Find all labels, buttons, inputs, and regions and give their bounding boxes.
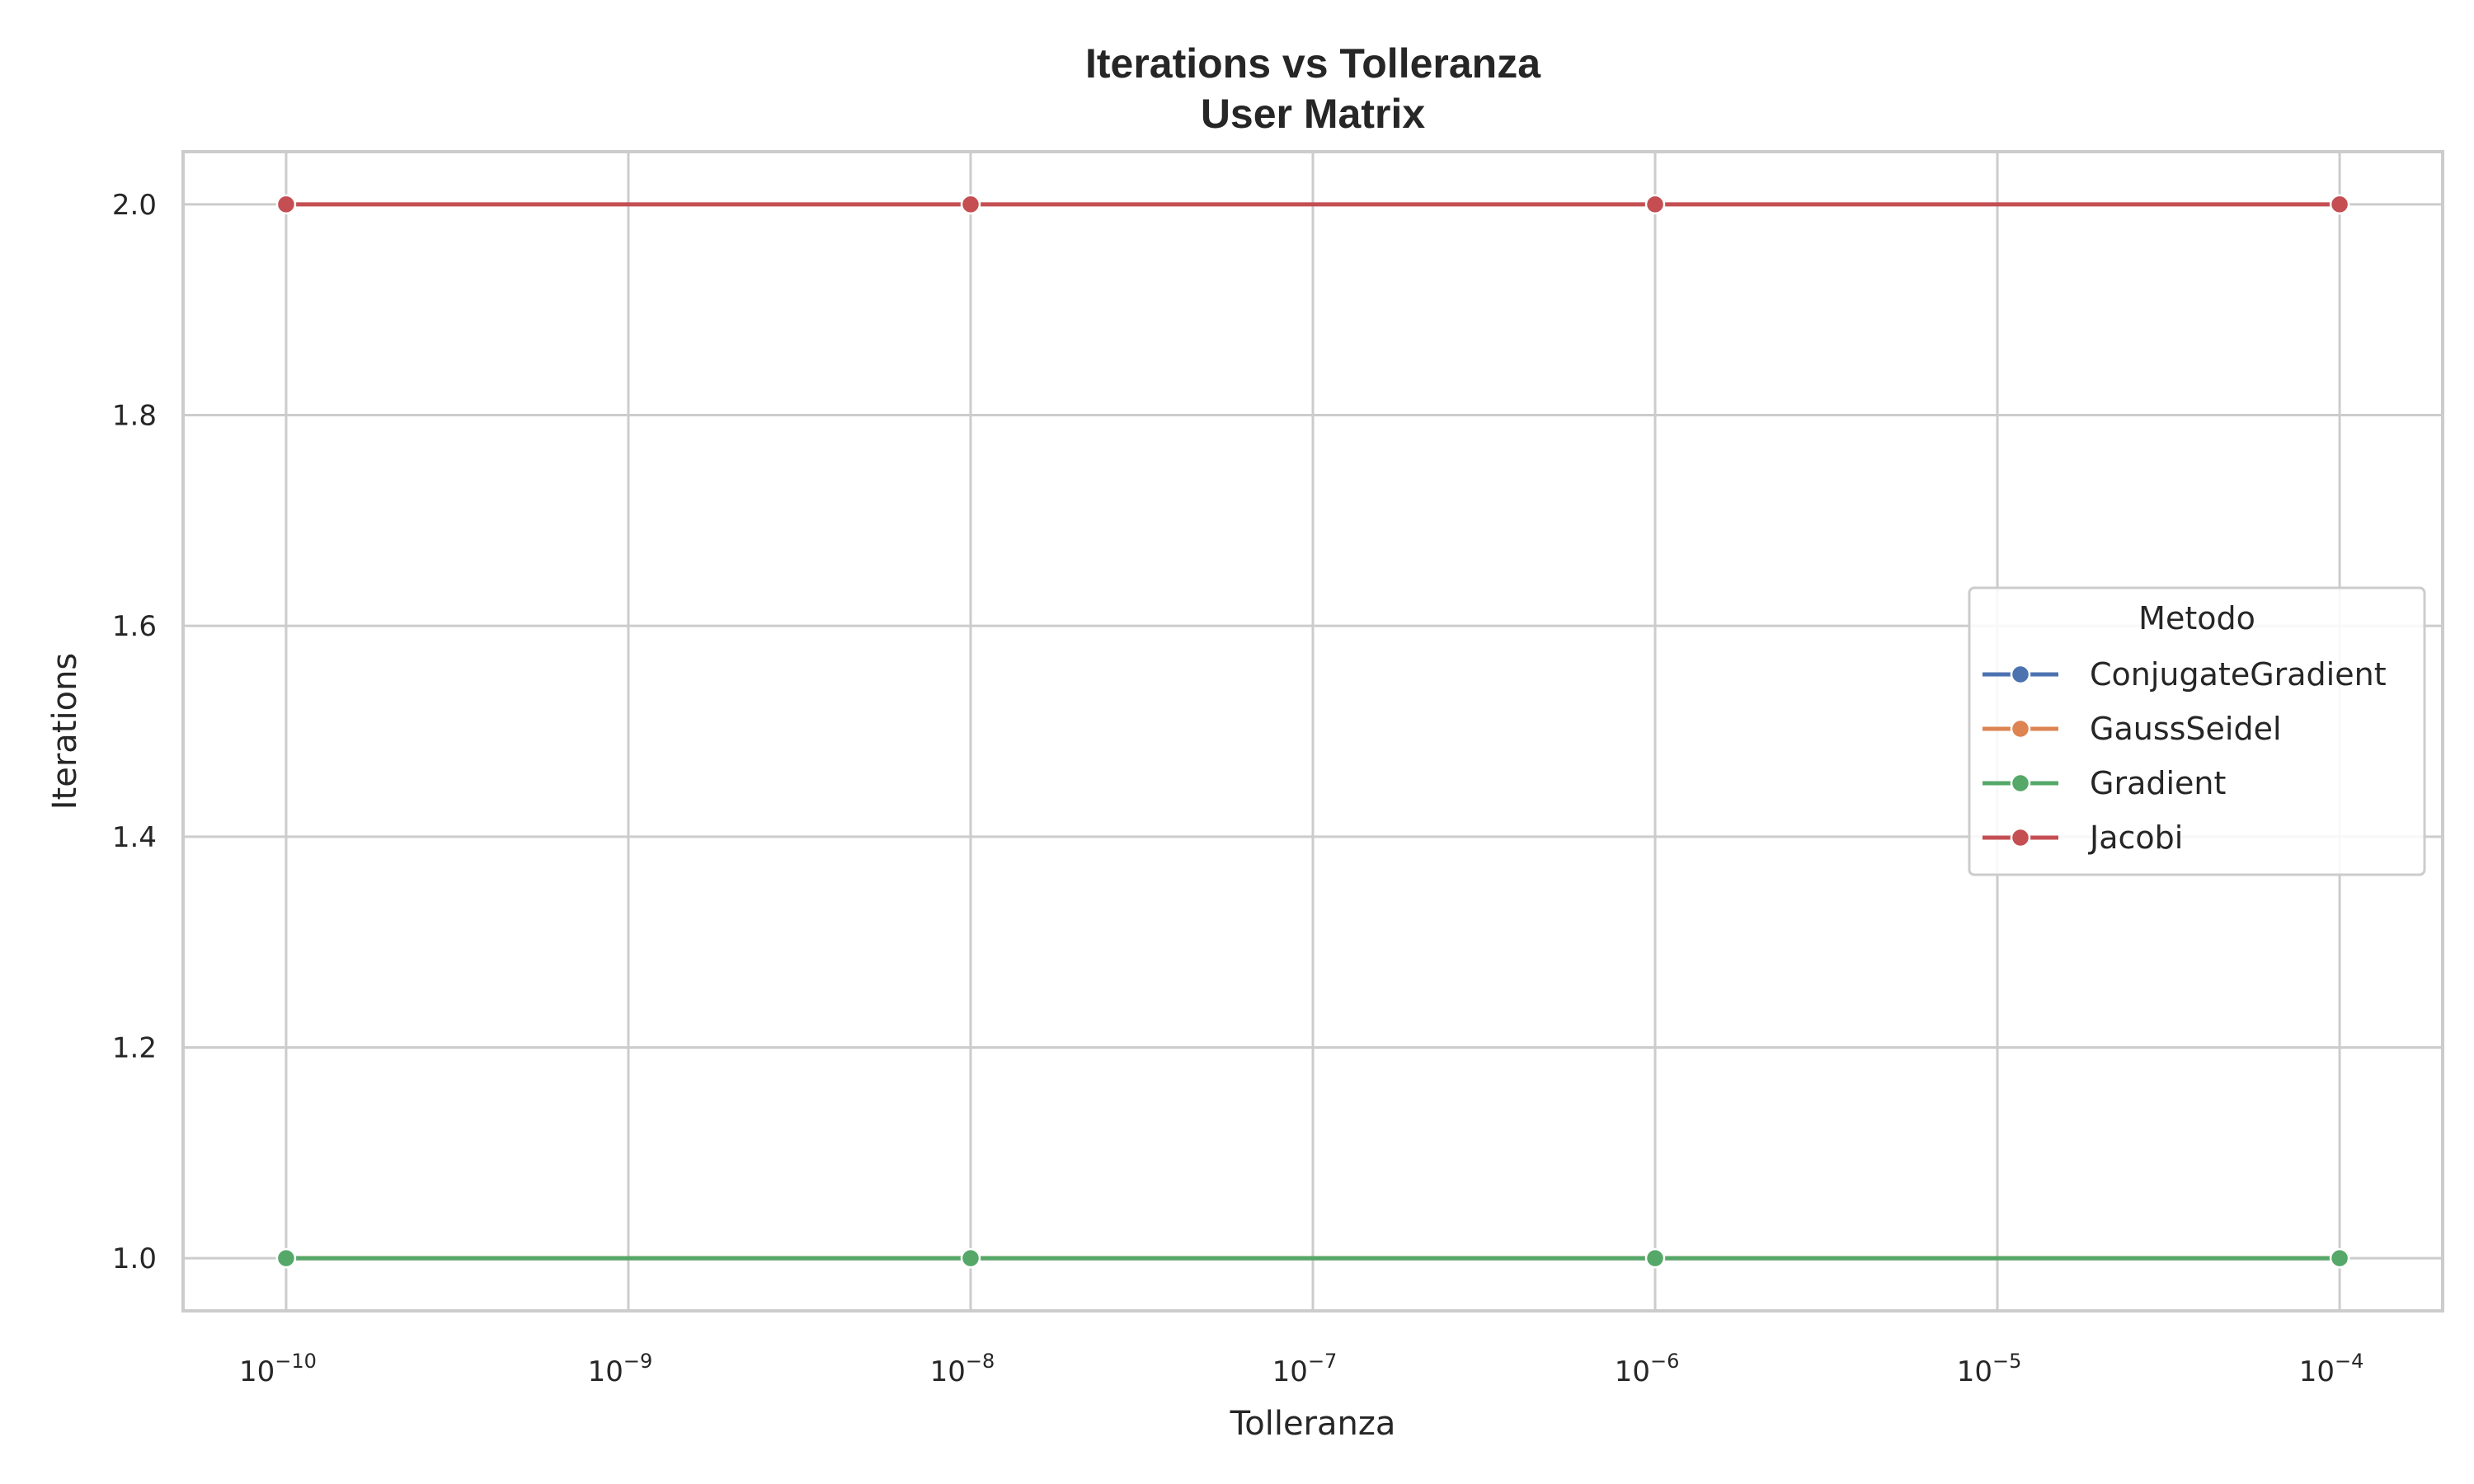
y-tick-label: 1.4: [112, 821, 157, 854]
legend-title: Metodo: [2138, 600, 2255, 636]
x-tick-label: 10−9: [588, 1350, 653, 1388]
x-tick-label: 10−7: [1272, 1350, 1338, 1388]
y-tick-label: 1.8: [112, 400, 157, 433]
legend-swatch-marker: [2010, 827, 2031, 848]
legend-swatch-marker: [2010, 718, 2031, 740]
chart-title: Iterations vs Tolleranza: [1085, 40, 1541, 87]
data-point: [960, 194, 981, 215]
data-point: [275, 1247, 297, 1269]
legend-swatch-marker: [2010, 773, 2031, 794]
legend-box: [1968, 586, 2426, 876]
legend-label: GaussSeidel: [2090, 711, 2282, 747]
data-point: [275, 194, 297, 215]
legend-item-gradient: Gradient: [1982, 765, 2226, 801]
y-axis-label: Iterations: [46, 653, 84, 810]
legend-label: Gradient: [2090, 765, 2226, 801]
legend-item-conjugategradient: ConjugateGradient: [1982, 656, 2387, 693]
legend-swatch-marker: [2010, 664, 2031, 685]
y-tick-label: 1.0: [112, 1242, 157, 1275]
x-tick-label: 10−4: [2299, 1350, 2364, 1388]
y-tick-labels: 1.0 1.2 1.4 1.6 1.8 2.0: [112, 189, 157, 1275]
series-jacobi: [275, 194, 2350, 215]
data-point: [2329, 194, 2350, 215]
x-axis-label: Tolleranza: [1230, 1405, 1396, 1443]
y-tick-label: 2.0: [112, 189, 157, 222]
legend-label: Jacobi: [2088, 819, 2183, 856]
data-point: [1644, 194, 1666, 215]
series-gradient: [275, 1247, 2350, 1269]
legend-item-gaussseidel: GaussSeidel: [1982, 711, 2282, 747]
data-point: [2329, 1247, 2350, 1269]
plot-area-frame: [181, 150, 2444, 1313]
data-point: [1644, 1247, 1666, 1269]
y-tick-label: 1.6: [112, 610, 157, 643]
data-point: [960, 1247, 981, 1269]
series-lines: [275, 194, 2350, 1269]
x-tick-label: 10−10: [239, 1350, 317, 1388]
y-tick-label: 1.2: [112, 1031, 157, 1064]
legend: Metodo ConjugateGradient GaussSeidel Gradi…: [1968, 586, 2426, 876]
legend-items: ConjugateGradient GaussSeidel Gradient Jaco…: [1982, 656, 2387, 856]
x-tick-label: 10−5: [1957, 1350, 2022, 1388]
x-tick-labels: 10−10 10−9 10−8 10−7 10−6 10−5 10−4: [239, 1350, 2363, 1388]
legend-label: ConjugateGradient: [2090, 656, 2387, 693]
chart-subtitle: User Matrix: [1201, 91, 1426, 137]
x-tick-label: 10−8: [930, 1350, 995, 1388]
x-tick-label: 10−6: [1615, 1350, 1680, 1388]
legend-item-jacobi: Jacobi: [1982, 819, 2183, 856]
